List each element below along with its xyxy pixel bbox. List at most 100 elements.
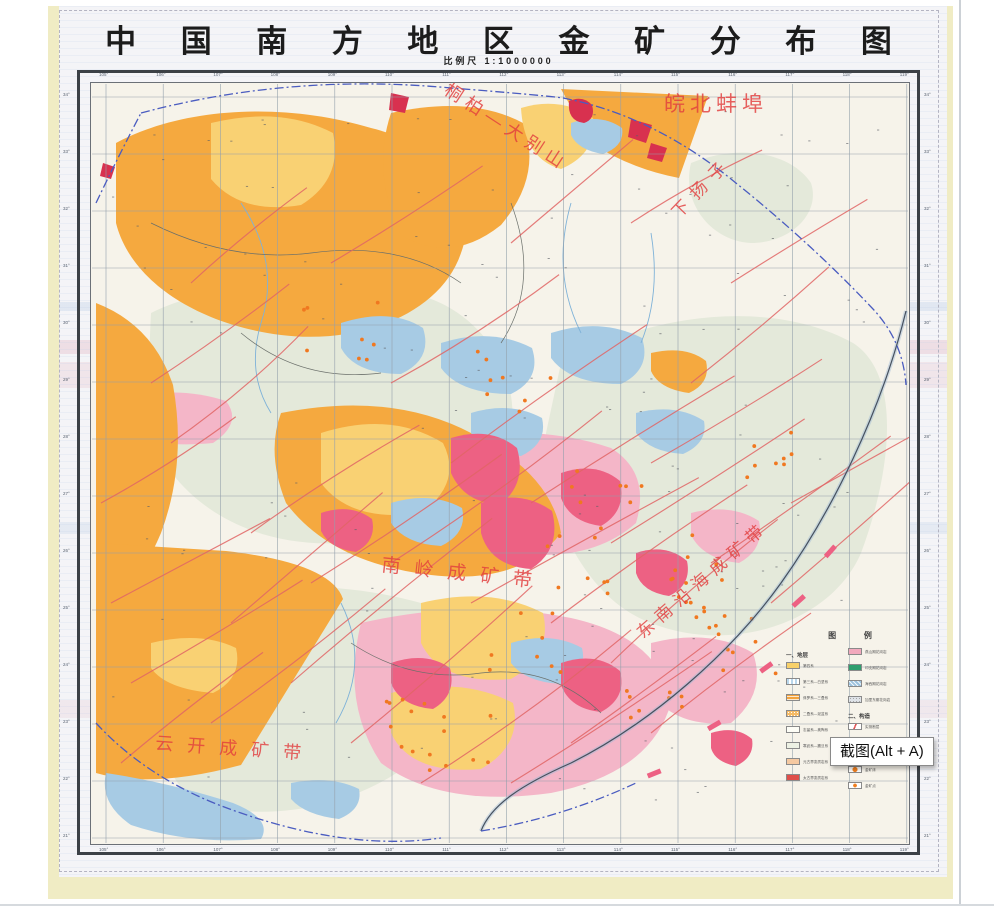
legend-item: 元古界变质岩系: [786, 758, 844, 765]
perm-swatch-icon: [786, 710, 800, 717]
legend-item: 寒武系—震旦系: [786, 742, 844, 749]
map-outer-frame: 皖北蚌埠 桐柏—大别山 下扬子 南岭成矿带 东南沿海成矿带 云开成矿带: [77, 70, 920, 855]
granite-pink-swatch-icon: [848, 648, 862, 655]
graticule-label: 24°: [924, 662, 931, 667]
gold-occurrence-dots: [302, 300, 794, 773]
granite-green-swatch-icon: [848, 664, 862, 671]
graticule-label: 23°: [63, 719, 70, 724]
graticule-label: 31°: [63, 263, 70, 268]
graticule-label: 30°: [924, 320, 931, 325]
graticule-label: 106°: [156, 72, 166, 77]
graticule-label: 115°: [671, 847, 680, 852]
graticule-label: 110°: [385, 847, 394, 852]
fault-lines: [100, 139, 909, 784]
legend-item: 侏罗系—三叠系: [786, 694, 844, 701]
legend-item-label: 燕山期花岗岩: [865, 648, 887, 654]
graticule-label: 33°: [63, 149, 70, 154]
legend-left-column: 一、地层第四系第三系—白垩系侏罗系—三叠系 二叠系—泥盆系 志留系—奥陶系 寒武系—震…: [786, 648, 844, 790]
arch-swatch-icon: [786, 774, 800, 781]
legend-item-label: 加里东期花岗岩: [865, 696, 891, 702]
legend-item: 金矿点: [848, 782, 914, 789]
legend-item: 加里东期花岗岩: [848, 696, 914, 703]
legend-item-label: 第四系: [803, 662, 814, 668]
coastal-slivers: [646, 544, 837, 779]
legend-item: 二叠系—泥盆系: [786, 710, 844, 717]
graticule-label: 30°: [63, 320, 70, 325]
legend-item: 印支期花岗岩: [848, 664, 914, 671]
graticule-label: 115°: [671, 72, 680, 77]
graticule-label: 117°: [785, 72, 795, 77]
graticule-label: 117°: [785, 847, 795, 852]
graticule-label: 107°: [213, 847, 223, 852]
granite-blue-swatch-icon: [848, 680, 862, 687]
graticule-label: 24°: [63, 662, 70, 667]
legend-section-header: 一、地层: [786, 653, 809, 659]
graticule-label: 108°: [270, 72, 280, 77]
map-canvas: 皖北蚌埠 桐柏—大别山 下扬子 南岭成矿带 东南沿海成矿带 云开成矿带: [91, 83, 909, 844]
graticule-label: 33°: [924, 149, 931, 154]
legend-item-label: 二叠系—泥盆系: [803, 710, 829, 716]
legend-title: 图 例: [828, 631, 885, 640]
legend-item: 海西期花岗岩: [848, 680, 914, 687]
graticule-label: 21°: [63, 833, 70, 838]
graticule-label: 34°: [63, 92, 70, 97]
graticule-label: 105°: [99, 72, 109, 77]
graticule-label: 113°: [556, 847, 566, 852]
map-scale-label: 比例尺 1:1000000: [443, 56, 554, 66]
fault-solid-swatch-icon: [848, 723, 862, 730]
tectonic-boundary-dashdot: [95, 83, 907, 842]
legend-item-label: 印支期花岗岩: [865, 664, 887, 670]
graticule-label: 105°: [99, 847, 109, 852]
gold-point-swatch-icon: [848, 782, 862, 789]
map-inner-frame: 皖北蚌埠 桐柏—大别山 下扬子 南岭成矿带 东南沿海成矿带 云开成矿带: [90, 82, 910, 845]
graticule-label: 111°: [442, 847, 451, 852]
graticule-label: 27°: [924, 491, 931, 496]
graticule-label: 112°: [499, 72, 509, 77]
graticule-label: 119°: [899, 847, 909, 852]
viewer-bottom-divider: [0, 904, 994, 906]
graticule-label: 109°: [327, 72, 338, 77]
graticule-label: 32°: [63, 206, 70, 211]
graticule-label: 29°: [924, 377, 931, 382]
prot-swatch-icon: [786, 758, 800, 765]
viewer-right-divider: [959, 0, 961, 904]
graticule-label: 116°: [728, 72, 738, 77]
graticule-label: 23°: [924, 719, 931, 724]
coastline: [480, 310, 907, 832]
graticule-label: 116°: [728, 847, 738, 852]
graticule-label: 108°: [270, 847, 280, 852]
graticule-label: 34°: [924, 92, 931, 97]
map-legend: 图 例 一、地层第四系第三系—白垩系侏罗系—三叠系 二叠系—泥盆系 志留系—奥陶系寒…: [786, 630, 914, 789]
legend-item-label: 第三系—白垩系: [803, 678, 829, 684]
graticule-label: 110°: [385, 72, 394, 77]
graticule-label: 27°: [63, 491, 70, 496]
graticule-label: 118°: [842, 847, 852, 852]
legend-item-label: 志留系—奥陶系: [803, 726, 829, 732]
map-title: 中 国 南 方 地 区 金 矿 分 布 图: [105, 24, 910, 59]
legend-item-label: 海西期花岗岩: [865, 680, 887, 686]
tertiary-swatch-icon: [786, 678, 800, 685]
legend-item-label: 太古界变质岩系: [803, 774, 829, 780]
graticule-label: 22°: [63, 776, 70, 781]
gold-deposit-swatch-icon: [848, 766, 862, 773]
legend-item-label: 寒武系—震旦系: [803, 742, 829, 748]
label-wanbei-bengbu: 皖北蚌埠: [664, 93, 768, 116]
graticule-label: 32°: [924, 206, 931, 211]
q-swatch-icon: [786, 662, 800, 669]
graticule-label: 112°: [499, 847, 509, 852]
graticule-label: 22°: [924, 776, 931, 781]
graticule-label: 29°: [63, 377, 70, 382]
legend-item-label: 元古界变质岩系: [803, 758, 829, 764]
granite-gray-swatch-icon: [848, 696, 862, 703]
graticule-label: 25°: [924, 605, 931, 610]
camb-swatch-icon: [786, 742, 800, 749]
legend-item-label: 金矿床: [865, 766, 876, 772]
graticule-label: 118°: [842, 72, 852, 77]
legend-item-label: 实测断层: [865, 723, 880, 729]
graticule-label: 109°: [327, 847, 338, 852]
legend-item: 第四系: [786, 662, 844, 669]
graticule-label: 25°: [63, 605, 70, 610]
legend-right-column: 燕山期花岗岩印支期花岗岩海西期花岗岩加里东期花岗岩二、构造实测断层推测断层三、矿…: [848, 648, 914, 798]
graticule-label: 106°: [156, 847, 166, 852]
